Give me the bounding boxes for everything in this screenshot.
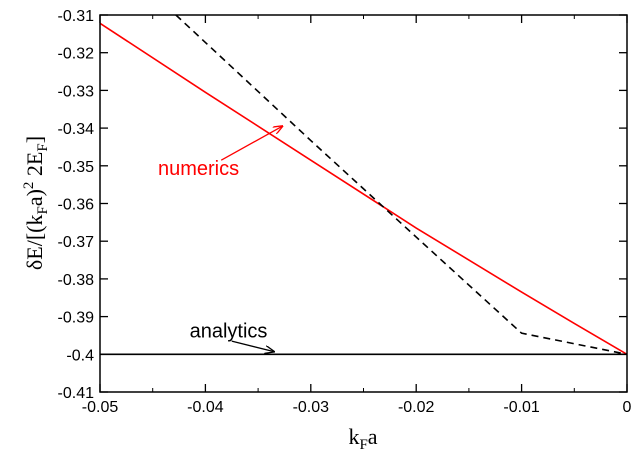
x-tick-label: -0.01 (503, 399, 540, 416)
ticks-layer: -0.05 -0.04 -0.03 -0.02 -0.01 0 -0.31 -0.32 -0.3… (58, 8, 632, 416)
y-tick-label: -0.36 (58, 197, 95, 214)
series-layer (99, 14, 628, 356)
x-tick-label: 0 (623, 399, 632, 416)
x-tick-label: -0.05 (82, 399, 119, 416)
y-tick-label: -0.33 (58, 83, 95, 100)
series-line-2 (175, 14, 628, 356)
y-tick-label: -0.35 (58, 159, 95, 176)
x-axis-label: kFa (348, 424, 377, 453)
series-line-1 (99, 22, 628, 355)
annotation-arrow-1 (220, 126, 282, 161)
y-tick-label: -0.39 (58, 310, 95, 327)
x-tick-label: -0.04 (187, 399, 224, 416)
x-tick-label: -0.02 (398, 399, 435, 416)
y-axis-label: δE/[(kFa)2 2EF] (21, 136, 51, 270)
y-tick-label: -0.4 (66, 347, 94, 364)
y-tick-label: -0.41 (58, 385, 95, 402)
y-tick-label: -0.37 (58, 234, 95, 251)
annotation-arrow-2 (231, 340, 274, 352)
plot-frame (99, 14, 628, 393)
x-tick-label: -0.03 (293, 399, 330, 416)
annotation-label-1: numerics (158, 158, 239, 180)
annotation-layer: numerics analytics (158, 126, 282, 351)
y-tick-label: -0.32 (58, 46, 95, 63)
y-tick-label: -0.34 (58, 121, 95, 138)
y-tick-label: -0.31 (58, 8, 95, 25)
annotation-label-2: analytics (190, 320, 268, 342)
y-tick-label: -0.38 (58, 272, 95, 289)
